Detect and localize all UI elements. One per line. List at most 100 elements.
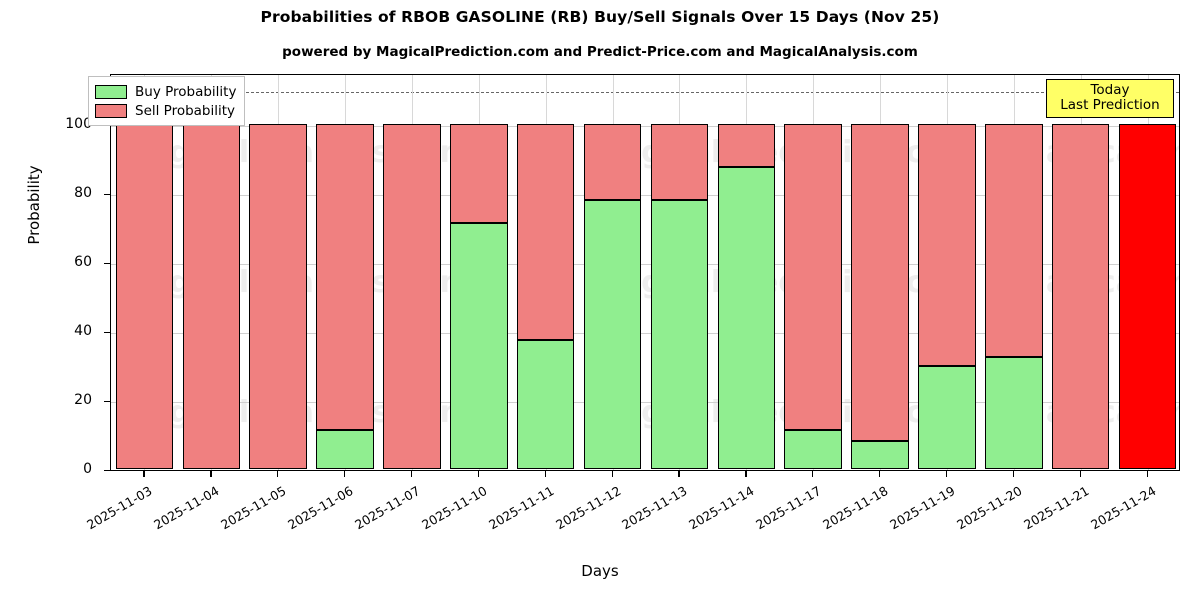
bar-group[interactable] <box>650 124 709 469</box>
x-tick-mark <box>544 471 546 477</box>
y-tick-mark <box>104 401 110 403</box>
x-tick-label: 2025-11-17 <box>753 483 824 533</box>
bar-segment-sell[interactable] <box>249 124 307 469</box>
bar-group[interactable] <box>717 124 776 469</box>
legend-label-buy: Buy Probability <box>135 83 237 100</box>
today-annotation-line2: Last Prediction <box>1060 97 1160 114</box>
bar-segment-today[interactable] <box>1118 124 1177 469</box>
x-tick-label: 2025-11-18 <box>820 483 891 533</box>
bar-segment-buy[interactable] <box>717 167 776 469</box>
bar-group[interactable] <box>583 124 642 469</box>
bar-segment-buy[interactable] <box>583 199 642 469</box>
y-tick-label: 80 <box>74 185 92 201</box>
bar-segment-buy[interactable] <box>650 199 709 469</box>
bar-group[interactable] <box>182 124 241 469</box>
x-tick-mark <box>1079 471 1081 477</box>
x-tick-label: 2025-11-04 <box>151 483 222 533</box>
bar-group[interactable] <box>918 124 976 469</box>
legend-item-sell[interactable]: Sell Probability <box>95 101 236 120</box>
x-tick-label: 2025-11-13 <box>619 483 690 533</box>
bar-segment-buy[interactable] <box>516 339 575 469</box>
bar-segment-buy[interactable] <box>316 430 374 469</box>
bar-segment-buy[interactable] <box>450 223 508 469</box>
chart-legend: Buy Probability Sell Probability <box>88 76 246 126</box>
bar-segment-sell[interactable] <box>383 124 441 469</box>
bar-segment-sell[interactable] <box>583 124 642 200</box>
bar-group[interactable] <box>1051 124 1110 469</box>
chart-title: Probabilities of RBOB GASOLINE (RB) Buy/… <box>260 8 940 26</box>
bar-group[interactable] <box>851 124 909 469</box>
x-tick-mark <box>210 471 212 477</box>
x-tick-label: 2025-11-11 <box>485 483 557 533</box>
x-tick-mark <box>945 471 948 477</box>
y-tick-label: 0 <box>83 461 92 477</box>
bar-segment-sell[interactable] <box>985 124 1043 357</box>
x-tick-mark <box>812 471 814 477</box>
x-tick-mark <box>477 471 479 477</box>
horizontal-gridline <box>111 126 1179 127</box>
bar-segment-sell[interactable] <box>316 124 374 431</box>
x-tick-label: 2025-11-10 <box>418 483 490 533</box>
reference-line-dashed <box>111 91 1179 93</box>
bar-group[interactable] <box>985 124 1043 469</box>
horizontal-gridline <box>111 402 1179 403</box>
x-tick-mark <box>611 471 613 477</box>
bar-segment-buy[interactable] <box>918 366 976 469</box>
x-tick-mark <box>879 471 881 477</box>
x-tick-mark <box>410 471 413 477</box>
bar-segment-sell[interactable] <box>717 124 776 168</box>
y-tick-label: 40 <box>74 323 92 339</box>
y-tick-mark <box>104 332 110 334</box>
y-tick-mark <box>104 470 110 472</box>
x-tick-mark <box>678 471 680 477</box>
x-tick-label: 2025-11-21 <box>1020 483 1092 533</box>
y-tick-label: 100 <box>65 116 92 132</box>
x-tick-label: 2025-11-06 <box>285 483 356 533</box>
y-tick-mark <box>104 263 110 265</box>
x-tick-mark <box>1146 471 1148 477</box>
today-annotation: Today Last Prediction <box>1046 79 1174 119</box>
x-tick-mark <box>344 471 346 477</box>
bar-group[interactable] <box>115 124 174 469</box>
plot-area: MagicalAnalysis.comMagicalPrediction.com… <box>110 74 1180 471</box>
y-tick-label: 60 <box>74 254 92 270</box>
bar-group[interactable] <box>383 124 441 469</box>
bar-group[interactable] <box>316 124 374 469</box>
bar-segment-sell[interactable] <box>784 124 842 431</box>
horizontal-gridline <box>111 333 1179 334</box>
bar-segment-sell[interactable] <box>182 124 241 469</box>
x-tick-mark <box>143 471 145 477</box>
bar-segment-sell[interactable] <box>1051 124 1110 469</box>
x-axis-label: Days <box>581 562 619 580</box>
x-tick-label: 2025-11-14 <box>686 483 757 533</box>
legend-swatch-buy <box>95 84 127 99</box>
bar-group[interactable] <box>516 124 575 469</box>
bar-group[interactable] <box>1118 124 1177 469</box>
bar-group[interactable] <box>450 124 508 469</box>
x-tick-mark <box>745 471 747 477</box>
bar-segment-sell[interactable] <box>450 124 508 224</box>
y-axis-label: Probability <box>25 165 43 245</box>
bar-segment-sell[interactable] <box>115 124 174 469</box>
x-tick-label: 2025-11-24 <box>1087 483 1159 533</box>
bar-segment-sell[interactable] <box>650 124 709 200</box>
bar-segment-sell[interactable] <box>918 124 976 367</box>
horizontal-gridline <box>111 264 1179 265</box>
x-tick-label: 2025-11-07 <box>352 483 423 533</box>
legend-label-sell: Sell Probability <box>135 102 236 119</box>
chart-subtitle: powered by MagicalPrediction.com and Pre… <box>282 44 918 60</box>
horizontal-gridline <box>111 195 1179 196</box>
bar-group[interactable] <box>249 124 307 469</box>
bar-segment-buy[interactable] <box>985 356 1043 469</box>
bar-segment-buy[interactable] <box>784 430 842 469</box>
bar-segment-buy[interactable] <box>851 441 909 469</box>
legend-item-buy[interactable]: Buy Probability <box>95 82 236 101</box>
y-tick-label: 20 <box>74 392 92 408</box>
legend-swatch-sell <box>95 103 127 118</box>
x-tick-label: 2025-11-05 <box>218 483 289 533</box>
bar-segment-sell[interactable] <box>516 124 575 340</box>
x-tick-mark <box>277 471 279 477</box>
bar-segment-sell[interactable] <box>851 124 909 442</box>
y-tick-mark <box>104 194 110 196</box>
bar-group[interactable] <box>784 124 842 469</box>
